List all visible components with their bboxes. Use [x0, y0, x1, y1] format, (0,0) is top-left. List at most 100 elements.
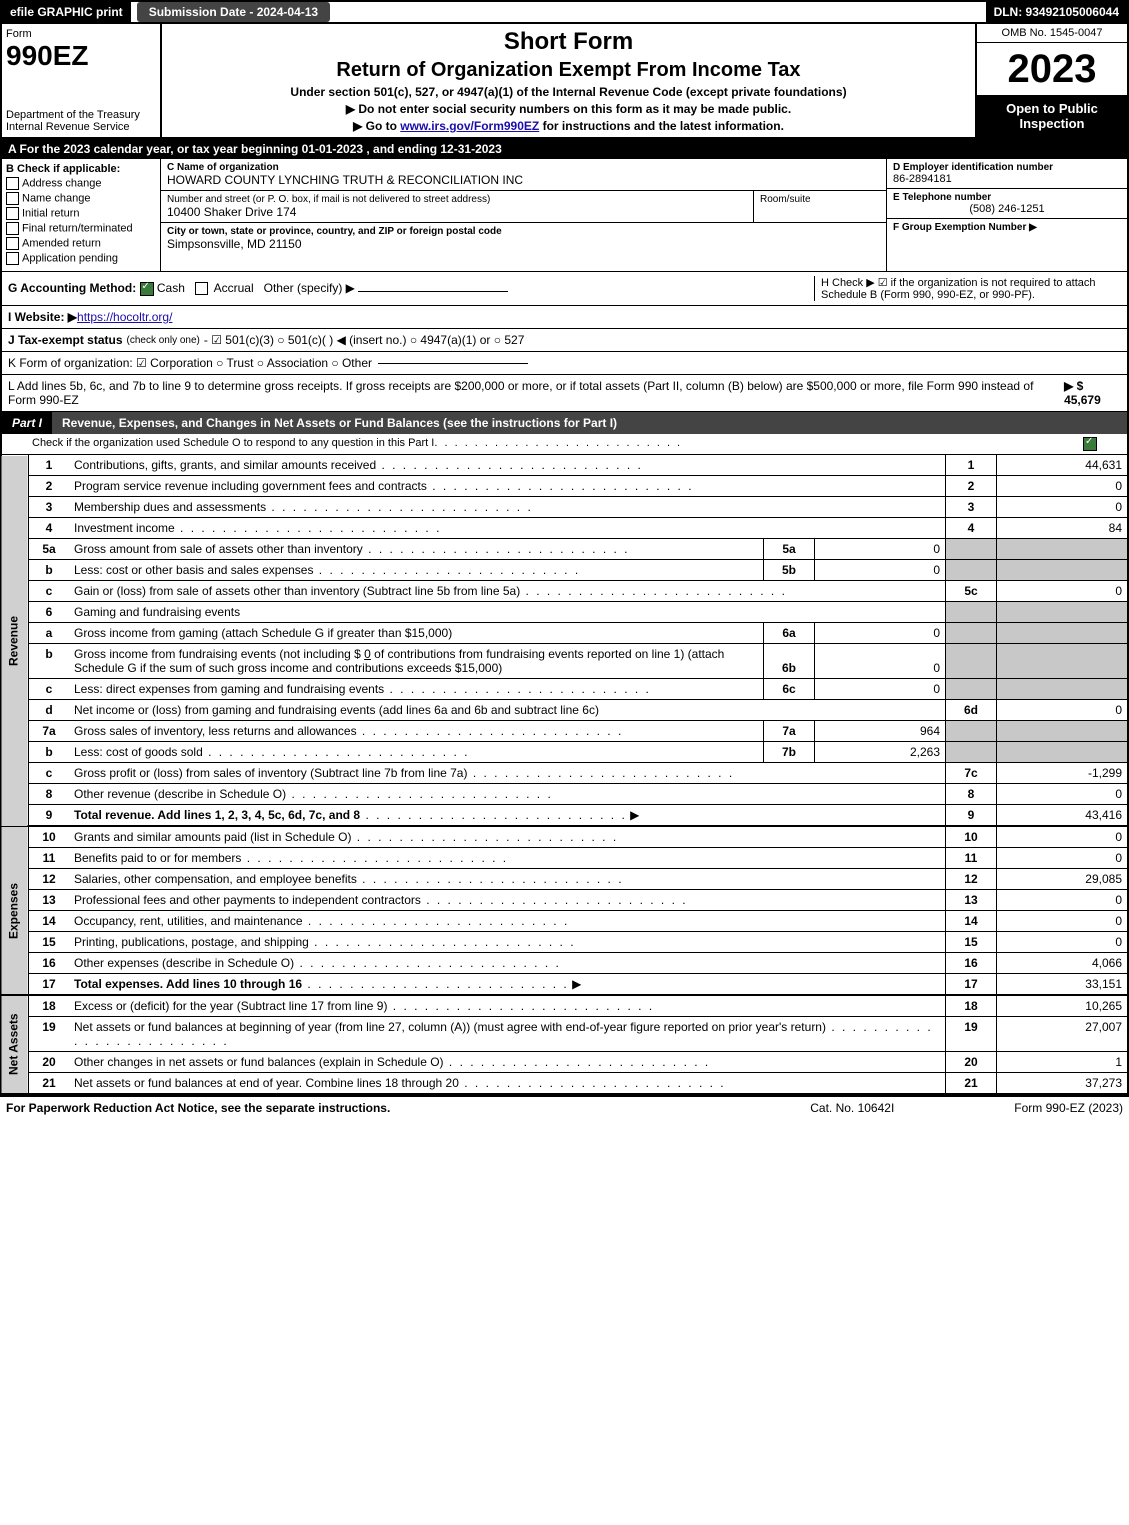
- website-link[interactable]: https://hocoltr.org/: [77, 310, 172, 324]
- checkbox-icon[interactable]: [6, 252, 19, 265]
- line-20: 20 Other changes in net assets or fund b…: [1, 1052, 1128, 1073]
- form-header: Form 990EZ Department of the Treasury In…: [0, 24, 1129, 139]
- checkbox-icon[interactable]: [6, 237, 19, 250]
- part1-header: Part I Revenue, Expenses, and Changes in…: [0, 412, 1129, 434]
- instr-link-row: ▶ Go to www.irs.gov/Form990EZ for instru…: [170, 119, 967, 133]
- line-1: Revenue 1 Contributions, gifts, grants, …: [1, 455, 1128, 476]
- check-final-return[interactable]: Final return/terminated: [6, 222, 156, 235]
- revenue-sidelabel: Revenue: [1, 455, 29, 826]
- meta-section: G Accounting Method: Cash Accrual Other …: [0, 272, 1129, 412]
- part1-title: Revenue, Expenses, and Changes in Net As…: [52, 412, 1127, 434]
- row-l-gross-receipts: L Add lines 5b, 6c, and 7b to line 9 to …: [2, 375, 1127, 412]
- line-7b: b Less: cost of goods sold 7b 2,263: [1, 742, 1128, 763]
- header-left: Form 990EZ Department of the Treasury In…: [2, 24, 162, 137]
- line-16: 16 Other expenses (describe in Schedule …: [1, 953, 1128, 974]
- irs-link[interactable]: www.irs.gov/Form990EZ: [400, 119, 539, 133]
- line-6a: a Gross income from gaming (attach Sched…: [1, 623, 1128, 644]
- open-public-inspection: Open to Public Inspection: [977, 95, 1127, 137]
- k-text: K Form of organization: ☑ Corporation ○ …: [8, 356, 372, 370]
- line-7a: 7a Gross sales of inventory, less return…: [1, 721, 1128, 742]
- line-5a: 5a Gross amount from sale of assets othe…: [1, 539, 1128, 560]
- group-exemption-cell: F Group Exemption Number ▶: [887, 219, 1127, 236]
- line-21: 21 Net assets or fund balances at end of…: [1, 1073, 1128, 1095]
- check-initial-return[interactable]: Initial return: [6, 207, 156, 220]
- j-options: - ☑ 501(c)(3) ○ 501(c)( ) ◀ (insert no.)…: [204, 333, 525, 347]
- phone-value: (508) 246-1251: [893, 203, 1121, 215]
- header-right: OMB No. 1545-0047 2023 Open to Public In…: [975, 24, 1127, 137]
- line-6: 6 Gaming and fundraising events: [1, 602, 1128, 623]
- ein-value: 86-2894181: [893, 173, 1121, 185]
- header-center: Short Form Return of Organization Exempt…: [162, 24, 975, 137]
- form-reference: Form 990-EZ (2023): [1014, 1101, 1123, 1115]
- j-sub: (check only one): [127, 335, 200, 346]
- expenses-sidelabel: Expenses: [1, 826, 29, 995]
- catalog-number: Cat. No. 10642I: [810, 1101, 894, 1115]
- checkbox-icon[interactable]: [6, 222, 19, 235]
- lines-table: Revenue 1 Contributions, gifts, grants, …: [0, 455, 1129, 1095]
- row-k-form-org: K Form of organization: ☑ Corporation ○ …: [2, 352, 1127, 375]
- check-address-change[interactable]: Address change: [6, 177, 156, 190]
- g-label: G Accounting Method:: [8, 281, 140, 295]
- tax-year: 2023: [977, 43, 1127, 95]
- j-label: J Tax-exempt status: [8, 333, 123, 347]
- check-application-pending[interactable]: Application pending: [6, 252, 156, 265]
- form-number: 990EZ: [6, 40, 156, 72]
- line-17: 17 Total expenses. Add lines 10 through …: [1, 974, 1128, 996]
- accounting-other: Other (specify) ▶: [264, 281, 355, 295]
- part1-label: Part I: [2, 412, 52, 434]
- subtitle-code: Under section 501(c), 527, or 4947(a)(1)…: [170, 85, 967, 99]
- org-name-label: C Name of organization: [167, 162, 880, 173]
- line-11: 11 Benefits paid to or for members 11 0: [1, 848, 1128, 869]
- title-return: Return of Organization Exempt From Incom…: [170, 59, 967, 82]
- check-name-change[interactable]: Name change: [6, 192, 156, 205]
- row-j-tax-status: J Tax-exempt status (check only one) - ☑…: [2, 329, 1127, 352]
- accounting-accrual: Accrual: [214, 281, 254, 295]
- org-name-cell: C Name of organization HOWARD COUNTY LYN…: [161, 159, 886, 191]
- checkbox-icon[interactable]: [6, 207, 19, 220]
- netassets-sidelabel: Net Assets: [1, 995, 29, 1094]
- accounting-cash: Cash: [157, 281, 185, 295]
- paperwork-notice: For Paperwork Reduction Act Notice, see …: [6, 1101, 390, 1115]
- checkbox-icon[interactable]: [6, 177, 19, 190]
- title-short-form: Short Form: [170, 28, 967, 56]
- line-6c: c Less: direct expenses from gaming and …: [1, 679, 1128, 700]
- line-15: 15 Printing, publications, postage, and …: [1, 932, 1128, 953]
- line-14: 14 Occupancy, rent, utilities, and maint…: [1, 911, 1128, 932]
- city-label: City or town, state or province, country…: [167, 226, 880, 237]
- line-5c: c Gain or (loss) from sale of assets oth…: [1, 581, 1128, 602]
- ein-label: D Employer identification number: [893, 162, 1121, 173]
- checked-icon: [140, 282, 154, 296]
- instr-suffix: for instructions and the latest informat…: [539, 119, 784, 133]
- l-amount: ▶ $ 45,679: [1064, 379, 1121, 407]
- line-2: 2 Program service revenue including gove…: [1, 476, 1128, 497]
- section-de: D Employer identification number 86-2894…: [886, 159, 1127, 271]
- section-a-taxyear: A For the 2023 calendar year, or tax yea…: [0, 139, 1129, 159]
- checked-icon: [1083, 437, 1097, 451]
- line-6d: d Net income or (loss) from gaming and f…: [1, 700, 1128, 721]
- row-g-accounting: G Accounting Method: Cash Accrual Other …: [2, 272, 1127, 306]
- instr-prefix: ▶ Go to: [353, 119, 400, 133]
- efile-print-label[interactable]: efile GRAPHIC print: [2, 2, 131, 22]
- org-name-value: HOWARD COUNTY LYNCHING TRUTH & RECONCILI…: [167, 173, 880, 187]
- line-12: 12 Salaries, other compensation, and emp…: [1, 869, 1128, 890]
- checkbox-icon[interactable]: [195, 282, 208, 295]
- dln-label: DLN: 93492105006044: [986, 2, 1127, 22]
- checkbox-icon[interactable]: [6, 192, 19, 205]
- check-amended-return[interactable]: Amended return: [6, 237, 156, 250]
- ein-cell: D Employer identification number 86-2894…: [887, 159, 1127, 189]
- group-exemption-label: F Group Exemption Number ▶: [893, 222, 1121, 233]
- row-i-website: I Website: ▶ https://hocoltr.org/: [2, 306, 1127, 329]
- street-cell: Number and street (or P. O. box, if mail…: [161, 191, 754, 222]
- schedule-o-check: [1083, 437, 1097, 451]
- line-5b: b Less: cost or other basis and sales ex…: [1, 560, 1128, 581]
- website-label: I Website: ▶: [8, 310, 77, 324]
- line-8: 8 Other revenue (describe in Schedule O)…: [1, 784, 1128, 805]
- dots-filler: [434, 437, 682, 451]
- part1-subtext: Check if the organization used Schedule …: [32, 437, 434, 451]
- department-label: Department of the Treasury Internal Reve…: [6, 109, 156, 133]
- section-b-label: B Check if applicable:: [6, 163, 156, 175]
- line-3: 3 Membership dues and assessments 3 0: [1, 497, 1128, 518]
- info-grid: B Check if applicable: Address change Na…: [0, 159, 1129, 272]
- line-18: Net Assets 18 Excess or (deficit) for th…: [1, 995, 1128, 1017]
- footer: For Paperwork Reduction Act Notice, see …: [0, 1095, 1129, 1119]
